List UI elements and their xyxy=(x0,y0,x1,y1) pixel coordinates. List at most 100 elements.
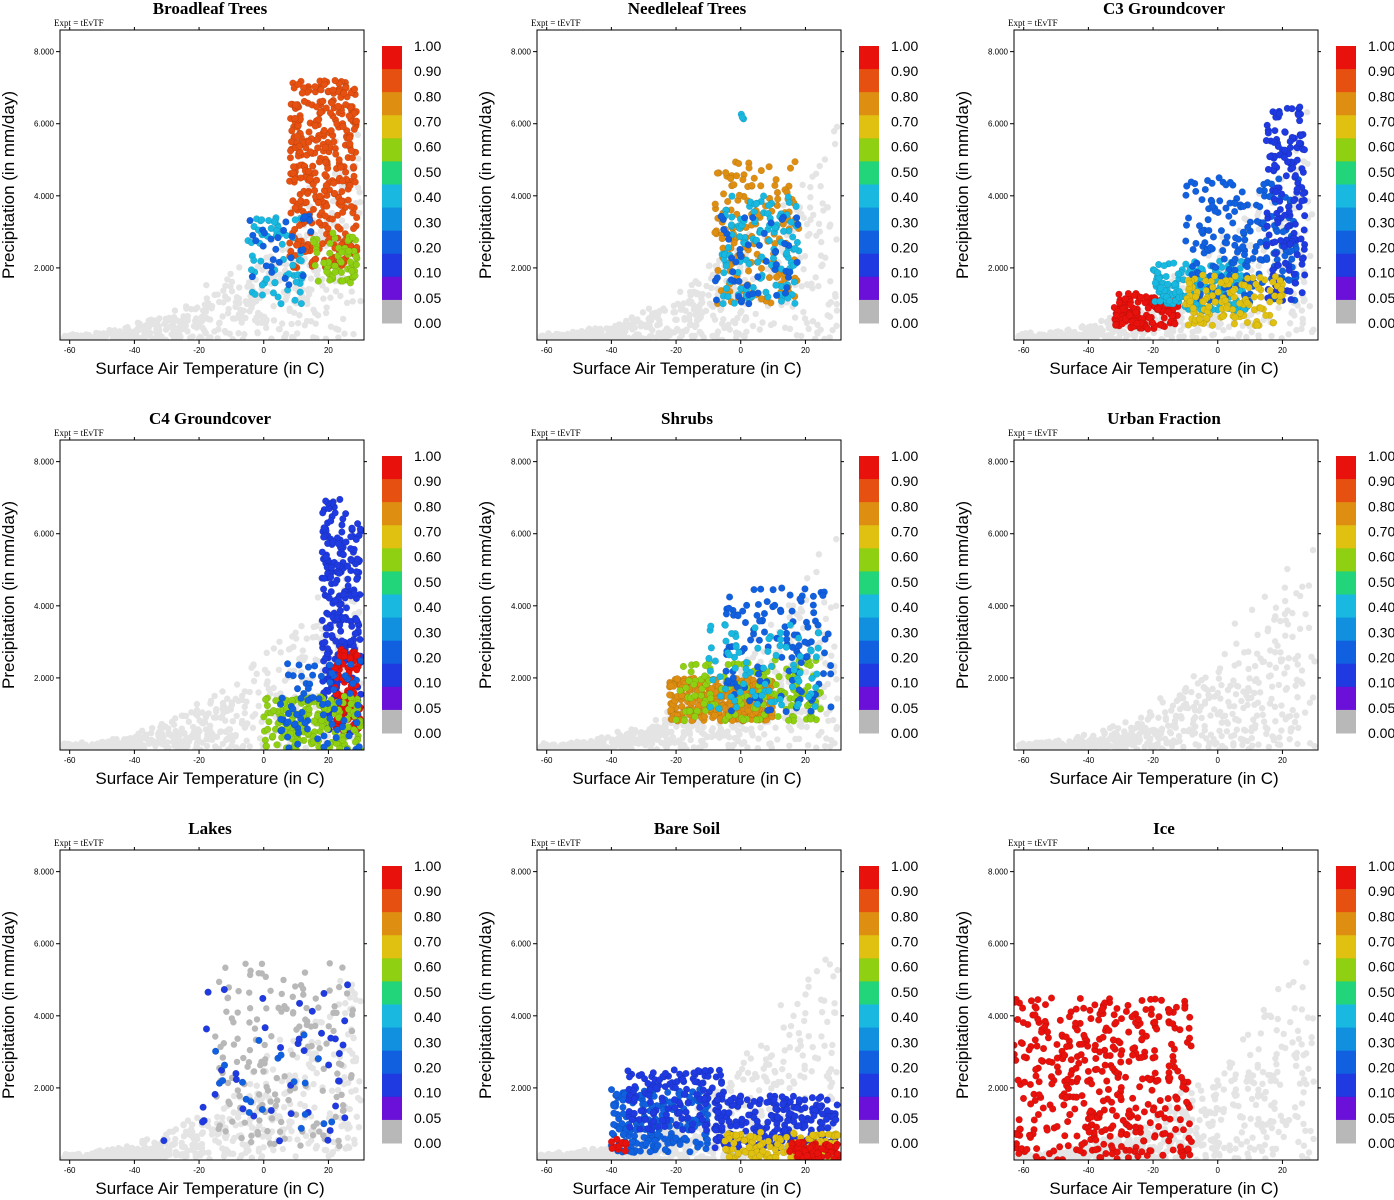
data-point xyxy=(1298,197,1306,205)
background-point xyxy=(202,301,209,309)
background-point xyxy=(1225,323,1233,331)
data-point xyxy=(1231,241,1239,249)
x-tick-label: -60 xyxy=(64,346,76,355)
scatter-points xyxy=(537,110,841,340)
background-point xyxy=(1107,335,1114,340)
data-point xyxy=(313,248,321,257)
background-point xyxy=(60,740,68,747)
data-point xyxy=(346,140,354,148)
data-point xyxy=(1281,252,1289,260)
background-point xyxy=(241,709,249,717)
background-point xyxy=(632,318,639,325)
colorbar-swatch xyxy=(1336,46,1356,70)
data-point xyxy=(1256,255,1264,264)
background-point xyxy=(193,315,200,322)
data-point xyxy=(771,223,779,232)
background-point xyxy=(785,602,793,609)
data-point xyxy=(1229,219,1237,227)
data-point xyxy=(1223,304,1231,312)
x-tick-label: 0 xyxy=(262,756,267,765)
data-point xyxy=(780,239,789,248)
data-point xyxy=(309,693,317,702)
data-point xyxy=(291,225,299,234)
data-point xyxy=(1298,289,1306,297)
background-point xyxy=(180,313,187,320)
colorbar-swatch xyxy=(382,184,402,209)
background-point xyxy=(830,128,838,135)
data-point xyxy=(293,132,301,141)
data-point xyxy=(346,637,355,646)
x-tick-label: -60 xyxy=(541,346,553,355)
data-point xyxy=(1198,195,1206,204)
data-point xyxy=(1262,254,1271,262)
x-tick-label: 20 xyxy=(801,346,810,355)
background-point xyxy=(232,733,239,740)
data-point xyxy=(744,241,752,249)
data-point xyxy=(744,267,753,275)
data-point xyxy=(289,261,297,269)
background-point xyxy=(138,727,146,734)
data-point xyxy=(1285,276,1293,284)
data-point xyxy=(759,192,768,200)
data-point xyxy=(750,174,758,182)
data-point xyxy=(274,293,282,301)
data-point xyxy=(745,300,753,308)
colorbar-swatch xyxy=(859,230,879,255)
data-point xyxy=(728,192,736,200)
background-point xyxy=(229,336,236,340)
x-axis-label: Surface Air Temperature (in C) xyxy=(95,359,324,378)
background-point xyxy=(654,311,662,318)
data-point xyxy=(301,212,309,221)
background-point xyxy=(1164,328,1171,335)
panel-title: Broadleaf Trees xyxy=(153,0,268,18)
background-point xyxy=(290,309,298,316)
data-point xyxy=(1171,280,1179,288)
plot-frame xyxy=(59,29,365,341)
background-point xyxy=(550,334,558,340)
data-point xyxy=(339,123,347,131)
background-point xyxy=(738,307,745,315)
colorbar-swatch xyxy=(382,299,402,324)
data-point xyxy=(1271,126,1279,135)
data-point xyxy=(720,225,728,234)
data-point xyxy=(1208,179,1216,187)
data-point xyxy=(282,218,290,226)
background-point xyxy=(206,722,214,729)
scatter-points xyxy=(537,535,841,750)
data-point xyxy=(288,127,296,135)
data-point xyxy=(713,274,721,282)
data-point xyxy=(309,162,317,170)
background-point xyxy=(253,314,260,321)
background-point xyxy=(81,744,88,750)
data-point xyxy=(1209,283,1217,291)
data-point xyxy=(754,258,762,266)
background-point xyxy=(255,702,262,710)
background-point xyxy=(189,333,196,340)
colorbar-label: 0.50 xyxy=(414,164,441,180)
background-point xyxy=(1308,328,1316,336)
data-point xyxy=(1206,243,1215,252)
data-point xyxy=(314,735,322,743)
data-point xyxy=(1264,165,1273,174)
data-point xyxy=(1222,204,1230,212)
data-point xyxy=(773,188,782,197)
data-point xyxy=(1260,180,1268,188)
data-point xyxy=(329,86,337,94)
colorbar-swatch xyxy=(859,253,879,278)
background-point xyxy=(203,281,210,289)
background-point xyxy=(208,302,216,310)
background-point xyxy=(224,276,231,283)
data-point xyxy=(1184,214,1193,222)
background-point xyxy=(72,332,80,340)
data-point xyxy=(1239,202,1248,211)
background-point xyxy=(278,320,286,327)
background-point xyxy=(170,326,177,334)
colorbar-swatch xyxy=(859,46,879,70)
data-point xyxy=(781,289,790,297)
data-point xyxy=(1264,129,1272,137)
data-point xyxy=(311,83,319,91)
data-point xyxy=(283,733,292,741)
data-point xyxy=(346,134,354,142)
data-point xyxy=(1238,188,1246,196)
